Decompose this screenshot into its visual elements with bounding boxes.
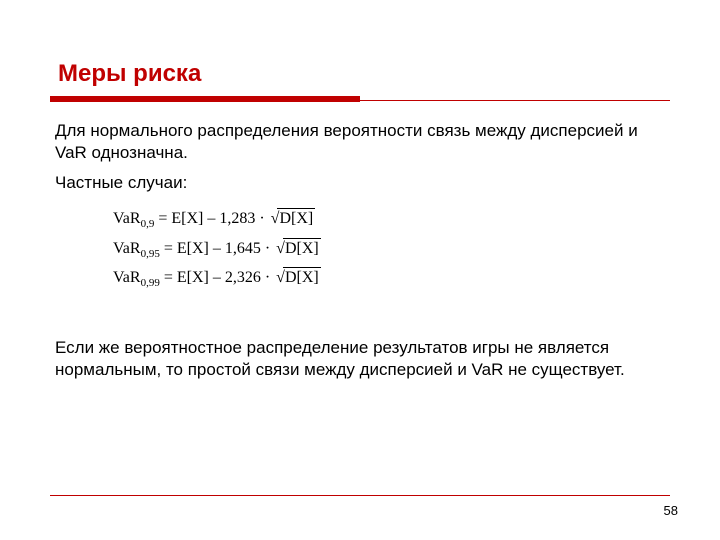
sqrt-icon: D[X] bbox=[271, 208, 316, 230]
formula-radicand: D[X] bbox=[283, 267, 321, 289]
paragraph-1: Для нормального распределения вероятност… bbox=[55, 120, 665, 164]
paragraph-2: Частные случаи: bbox=[55, 172, 665, 194]
formula-lhs-sub: 0,95 bbox=[141, 248, 160, 260]
title-underline-thin bbox=[50, 100, 670, 101]
paragraph-3: Если же вероятностное распределение резу… bbox=[55, 337, 665, 381]
sqrt-icon: D[X] bbox=[276, 238, 321, 260]
formula-coef: 1,645 bbox=[225, 240, 261, 257]
formula-coef: 2,326 bbox=[225, 269, 261, 286]
spacer bbox=[55, 309, 665, 337]
title-underline-thick bbox=[50, 96, 360, 102]
formula-block: VaR0,9 = E[X] – 1,283 · D[X] VaR0,95 = E… bbox=[113, 208, 665, 290]
formula-eq: = E[X] – bbox=[160, 240, 225, 257]
slide: Меры риска Для нормального распределения… bbox=[0, 0, 720, 540]
formula-mul: · bbox=[255, 210, 268, 227]
slide-title: Меры риска bbox=[58, 60, 201, 88]
sqrt-icon: D[X] bbox=[276, 267, 321, 289]
formula-mul: · bbox=[261, 240, 274, 257]
footer-divider bbox=[50, 495, 670, 496]
formula-eq: = E[X] – bbox=[154, 210, 219, 227]
slide-body: Для нормального распределения вероятност… bbox=[55, 120, 665, 389]
formula-lhs: VaR0,99 bbox=[113, 268, 160, 290]
formula-radicand: D[X] bbox=[283, 238, 321, 260]
formula-lhs-sub: 0,99 bbox=[141, 277, 160, 289]
formula-row: VaR0,95 = E[X] – 1,645 · D[X] bbox=[113, 238, 665, 261]
formula-mul: · bbox=[261, 269, 274, 286]
formula-row: VaR0,99 = E[X] – 2,326 · D[X] bbox=[113, 267, 665, 290]
formula-lhs-label: VaR bbox=[113, 240, 141, 257]
page-number: 58 bbox=[664, 503, 678, 518]
formula-lhs-label: VaR bbox=[113, 210, 141, 227]
formula-lhs: VaR0,9 bbox=[113, 209, 154, 231]
formula-row: VaR0,9 = E[X] – 1,283 · D[X] bbox=[113, 208, 665, 231]
formula-lhs-sub: 0,9 bbox=[141, 218, 155, 230]
formula-lhs-label: VaR bbox=[113, 269, 141, 286]
formula-radicand: D[X] bbox=[277, 208, 315, 230]
formula-coef: 1,283 bbox=[219, 210, 255, 227]
formula-lhs: VaR0,95 bbox=[113, 239, 160, 261]
title-underline bbox=[50, 96, 670, 102]
formula-eq: = E[X] – bbox=[160, 269, 225, 286]
